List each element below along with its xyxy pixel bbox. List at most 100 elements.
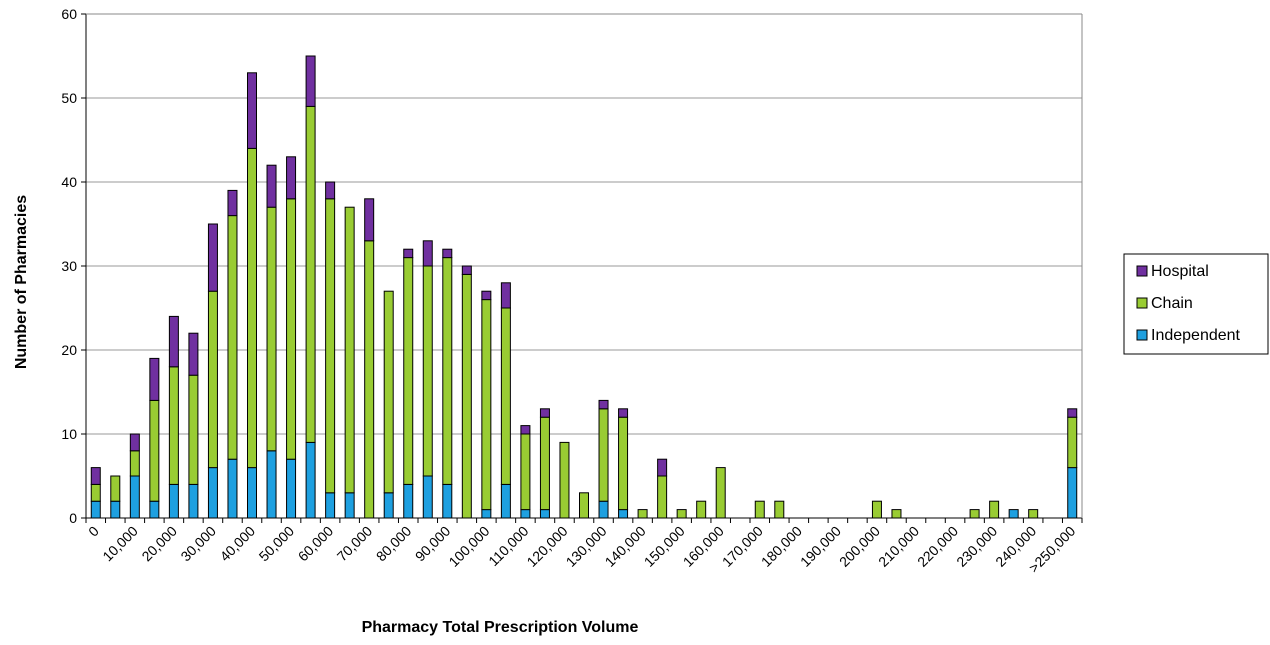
bar-segment-independent xyxy=(1008,509,1019,519)
bar-segment-chain xyxy=(481,299,492,511)
bar-segment-independent xyxy=(520,509,531,519)
bar-segment-chain xyxy=(90,483,101,502)
x-tick-label: 40,000 xyxy=(217,523,259,565)
bar-segment-hospital xyxy=(188,332,199,376)
bar-segment-chain xyxy=(364,240,375,519)
y-tick-label: 40 xyxy=(61,174,77,190)
bar-segment-independent xyxy=(403,483,414,519)
bar-segment-hospital xyxy=(598,399,609,410)
bar-segment-chain xyxy=(500,307,511,485)
legend-label-hospital: Hospital xyxy=(1151,263,1209,280)
bar-segment-hospital xyxy=(325,181,336,200)
bar-segment-hospital xyxy=(461,265,472,275)
bar-segment-chain xyxy=(696,500,707,519)
y-tick-label: 10 xyxy=(61,426,77,442)
x-tick-label: 100,000 xyxy=(445,523,492,570)
bar-segment-hospital xyxy=(286,156,297,200)
x-tick-label: 200,000 xyxy=(836,523,883,570)
bar-stacks xyxy=(90,55,1078,519)
bar-segment-hospital xyxy=(266,164,277,208)
bar-segment-chain xyxy=(871,500,882,519)
bar-segment-hospital xyxy=(227,189,238,217)
bar-segment-chain xyxy=(1028,509,1039,519)
bar-segment-chain xyxy=(344,206,355,494)
legend-swatch-chain xyxy=(1136,297,1148,309)
bar-segment-hospital xyxy=(90,467,101,485)
bar-segment-independent xyxy=(90,500,101,519)
bar-segment-independent xyxy=(422,475,433,519)
legend-swatch-hospital xyxy=(1136,265,1148,277)
bar-segment-chain xyxy=(207,290,218,469)
bar-segment-independent xyxy=(442,483,453,519)
x-tick-label: 230,000 xyxy=(953,523,1000,570)
bar-segment-chain xyxy=(579,492,589,519)
y-tick-label: 0 xyxy=(69,510,77,526)
y-tick-label: 30 xyxy=(61,258,77,274)
bar-segment-hospital xyxy=(539,408,550,418)
bar-segment-chain xyxy=(422,265,433,477)
bar-segment-chain xyxy=(774,500,785,519)
x-tick-label: 110,000 xyxy=(485,523,532,570)
x-tick-label: 20,000 xyxy=(138,523,180,565)
bar-segment-chain xyxy=(286,198,297,460)
legend-label-chain: Chain xyxy=(1151,295,1193,312)
bar-segment-chain xyxy=(266,206,277,452)
bar-segment-chain xyxy=(442,257,453,485)
x-tick-label: 160,000 xyxy=(680,523,727,570)
bar-segment-chain xyxy=(188,374,199,485)
bar-segment-chain xyxy=(969,509,980,519)
bar-segment-independent xyxy=(1067,467,1078,519)
bar-segment-chain xyxy=(637,509,648,519)
bar-segment-independent xyxy=(305,441,316,519)
bar-segment-independent xyxy=(481,509,492,519)
bar-segment-chain xyxy=(1067,416,1078,469)
bar-segment-chain xyxy=(149,399,160,502)
bar-segment-hospital xyxy=(129,433,140,452)
bar-segment-independent xyxy=(286,458,297,519)
bar-segment-independent xyxy=(129,475,140,519)
bar-segment-chain xyxy=(403,257,414,485)
bar-segment-chain xyxy=(559,441,570,519)
bar-segment-hospital xyxy=(247,72,257,149)
bar-segment-hospital xyxy=(1067,408,1078,418)
bar-segment-chain xyxy=(989,500,1000,519)
legend-label-independent: Independent xyxy=(1151,327,1241,344)
x-tick-label: 180,000 xyxy=(758,523,805,570)
bar-segment-hospital xyxy=(149,357,160,401)
x-axis-label: Pharmacy Total Prescription Volume xyxy=(362,619,639,636)
x-tick-label: 60,000 xyxy=(295,523,337,565)
x-tick-label: 140,000 xyxy=(602,523,649,570)
bar-segment-chain xyxy=(110,475,121,502)
bar-segment-chain xyxy=(325,198,336,494)
bar-segment-hospital xyxy=(481,290,492,301)
bar-segment-independent xyxy=(383,492,394,519)
x-tick-label: 120,000 xyxy=(523,523,570,570)
x-tick-label: 170,000 xyxy=(719,523,766,570)
x-tick-labels: 010,00020,00030,00040,00050,00060,00070,… xyxy=(85,523,1078,576)
bar-segment-hospital xyxy=(364,198,375,242)
x-tick-label: 150,000 xyxy=(641,523,688,570)
bar-segment-chain xyxy=(676,509,687,519)
bar-segment-chain xyxy=(461,273,472,519)
bar-segment-hospital xyxy=(207,223,218,292)
y-axis-label: Number of Pharmacies xyxy=(13,195,30,369)
x-tick-label: 190,000 xyxy=(797,523,844,570)
bar-segment-independent xyxy=(227,458,238,519)
bar-segment-independent xyxy=(598,500,609,519)
bar-segment-independent xyxy=(266,450,277,519)
x-tick-label: 70,000 xyxy=(334,523,376,565)
bar-segment-chain xyxy=(227,215,238,460)
axes xyxy=(81,13,1083,523)
bar-segment-independent xyxy=(207,467,218,519)
bar-segment-chain xyxy=(129,450,140,477)
bar-segment-hospital xyxy=(442,248,453,259)
y-tick-label: 20 xyxy=(61,342,77,358)
bar-segment-chain xyxy=(891,509,902,519)
x-tick-label: 220,000 xyxy=(914,523,961,570)
bar-segment-independent xyxy=(500,483,511,519)
bar-segment-independent xyxy=(168,483,179,519)
bar-segment-hospital xyxy=(168,315,179,368)
bar-segment-independent xyxy=(344,492,355,519)
x-tick-label: 210,000 xyxy=(875,523,922,570)
